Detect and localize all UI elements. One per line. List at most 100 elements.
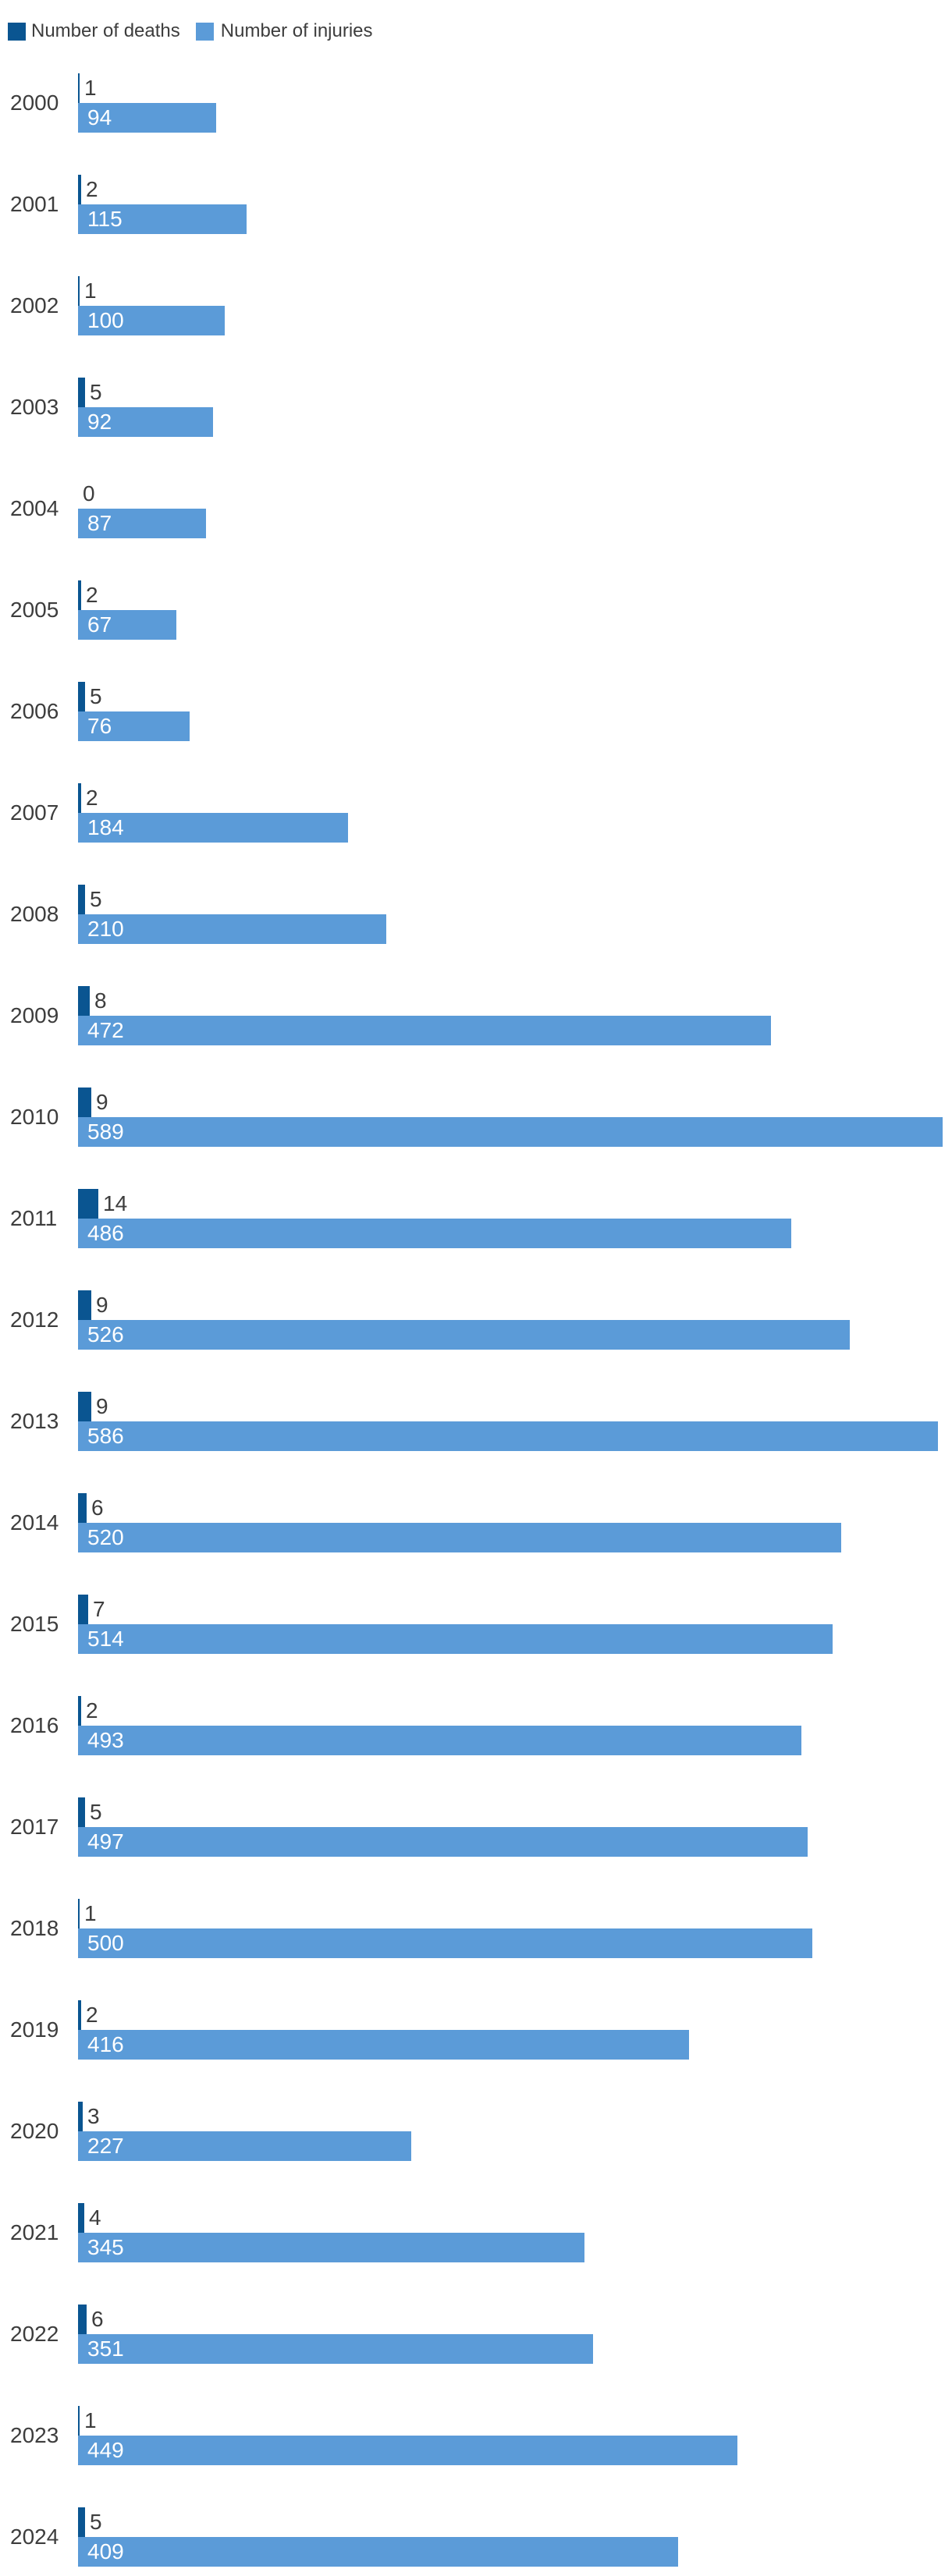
deaths-track: 5 (78, 378, 102, 407)
year-label: 2001 (10, 192, 59, 216)
injuries-value-label: 416 (87, 2032, 124, 2056)
injuries-value-label: 76 (87, 714, 112, 738)
deaths-track: 1 (78, 276, 97, 306)
injuries-bar: 497 (78, 1827, 808, 1857)
injuries-bar: 87 (78, 509, 206, 538)
deaths-value-label: 1 (84, 1901, 97, 1925)
deaths-bar (78, 682, 85, 711)
deaths-value-label: 2 (86, 177, 98, 201)
injuries-bar: 500 (78, 1928, 812, 1958)
year-label: 2016 (10, 1713, 59, 1737)
deaths-track: 2 (78, 175, 98, 204)
chart-row: 2023 1 449 (0, 2406, 952, 2465)
deaths-track: 5 (78, 682, 102, 711)
injuries-value-label: 514 (87, 1627, 124, 1651)
chart-row: 2007 2 184 (0, 783, 952, 843)
deaths-track: 9 (78, 1392, 108, 1421)
deaths-bar (78, 986, 90, 1016)
deaths-track: 5 (78, 2507, 102, 2537)
year-label: 2023 (10, 2423, 59, 2447)
chart-row: 2010 9 589 (0, 1088, 952, 1147)
chart-row: 2015 7 514 (0, 1595, 952, 1654)
injuries-bar: 449 (78, 2436, 737, 2465)
deaths-track: 3 (78, 2102, 100, 2131)
deaths-value-label: 3 (87, 2104, 100, 2128)
chart-row: 2000 1 94 (0, 73, 952, 133)
deaths-bar (78, 580, 81, 610)
injuries-value-label: 210 (87, 917, 124, 941)
year-label: 2010 (10, 1105, 59, 1129)
injuries-value-label: 115 (87, 207, 123, 231)
chart-row: 2005 2 67 (0, 580, 952, 640)
deaths-bar (78, 73, 80, 103)
deaths-legend-swatch (8, 22, 26, 41)
deaths-bar (78, 2305, 87, 2334)
year-label: 2007 (10, 800, 59, 825)
year-label: 2021 (10, 2220, 59, 2244)
chart-row: 2012 9 526 (0, 1290, 952, 1350)
deaths-bar (78, 175, 81, 204)
injuries-value-label: 87 (87, 511, 112, 535)
deaths-value-label: 5 (90, 1800, 102, 1824)
deaths-track: 2 (78, 1696, 98, 1726)
deaths-track: 5 (78, 885, 102, 914)
chart-row: 2021 4 345 (0, 2203, 952, 2262)
deaths-value-label: 4 (89, 2205, 101, 2230)
year-label: 2013 (10, 1409, 59, 1433)
deaths-value-label: 5 (90, 887, 102, 911)
injuries-bar: 92 (78, 407, 213, 437)
injuries-legend-swatch (195, 22, 214, 41)
deaths-track: 14 (78, 1189, 127, 1219)
injuries-bar: 409 (78, 2537, 678, 2567)
chart-row: 2020 3 227 (0, 2102, 952, 2161)
deaths-value-label: 9 (96, 1394, 108, 1418)
injuries-legend-label: Number of injuries (220, 20, 373, 41)
deaths-bar (78, 2000, 81, 2030)
deaths-track: 2 (78, 783, 98, 813)
injuries-bar: 345 (78, 2233, 584, 2262)
deaths-bar (78, 885, 85, 914)
deaths-value-label: 14 (103, 1191, 128, 1215)
injuries-bar: 586 (78, 1421, 938, 1451)
injuries-bar: 76 (78, 711, 190, 741)
deaths-bar (78, 276, 80, 306)
injuries-value-label: 100 (87, 308, 124, 332)
injuries-bar: 351 (78, 2334, 593, 2364)
injuries-value-label: 227 (87, 2134, 124, 2158)
injuries-value-label: 351 (87, 2336, 124, 2361)
injuries-bar: 94 (78, 103, 216, 133)
injuries-value-label: 94 (87, 105, 112, 130)
year-label: 2020 (10, 2119, 59, 2143)
chart-row: 2014 6 520 (0, 1493, 952, 1552)
deaths-bar (78, 1595, 88, 1624)
year-label: 2019 (10, 2017, 59, 2042)
chart-legend: Number of deaths Number of injuries (8, 20, 373, 41)
chart-row: 2006 5 76 (0, 682, 952, 741)
injuries-value-label: 92 (87, 410, 112, 434)
deaths-bar (78, 2507, 85, 2537)
deaths-value-label: 6 (91, 2307, 104, 2331)
deaths-value-label: 5 (90, 380, 102, 404)
deaths-bar (78, 1797, 85, 1827)
deaths-bar (78, 1088, 91, 1117)
injuries-value-label: 497 (87, 1829, 124, 1854)
year-label: 2004 (10, 496, 59, 520)
deaths-track: 8 (78, 986, 107, 1016)
year-label: 2003 (10, 395, 59, 419)
year-label: 2002 (10, 293, 59, 318)
injuries-bar: 115 (78, 204, 247, 234)
year-label: 2017 (10, 1815, 59, 1839)
deaths-track: 9 (78, 1088, 108, 1117)
deaths-value-label: 2 (86, 1698, 98, 1723)
injuries-bar: 493 (78, 1726, 801, 1755)
chart-row: 2002 1 100 (0, 276, 952, 335)
deaths-value-label: 5 (90, 2510, 102, 2534)
injuries-value-label: 409 (87, 2539, 124, 2564)
deaths-value-label: 9 (96, 1293, 108, 1317)
injuries-value-label: 486 (87, 1221, 124, 1245)
injuries-value-label: 472 (87, 1018, 124, 1042)
injuries-bar: 227 (78, 2131, 411, 2161)
year-label: 2022 (10, 2322, 59, 2346)
deaths-track: 9 (78, 1290, 108, 1320)
